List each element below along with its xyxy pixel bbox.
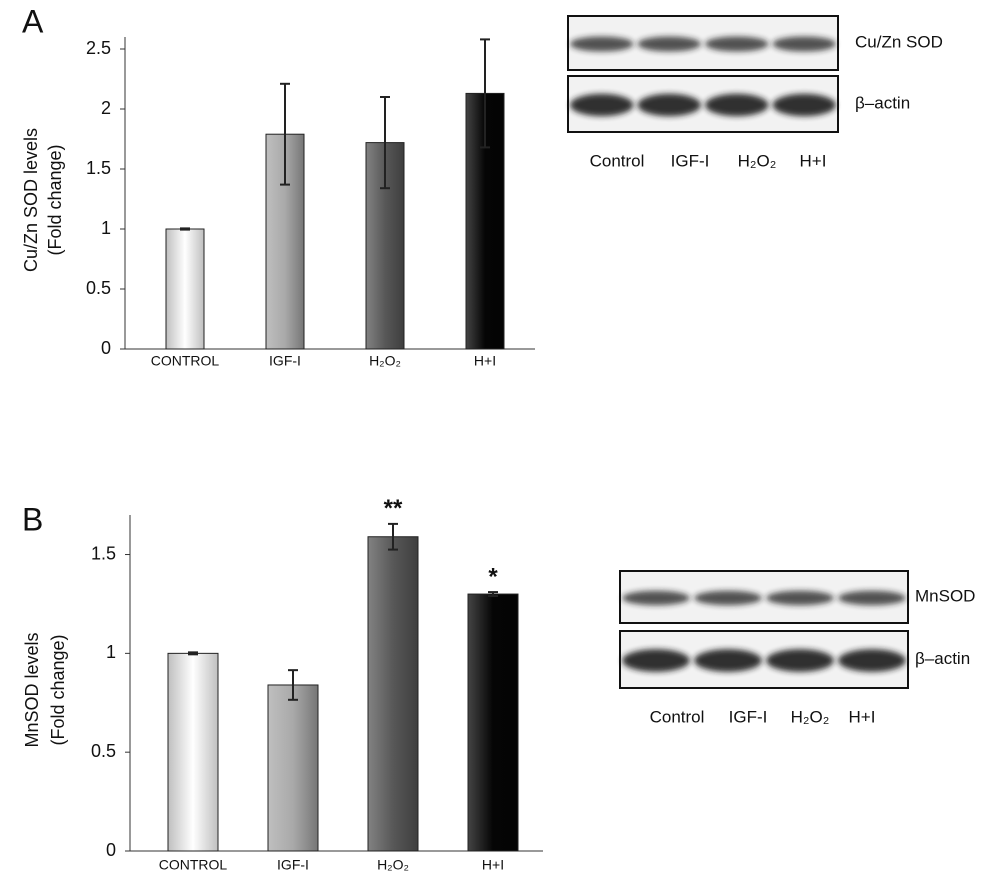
blot-label: β–actin xyxy=(855,93,910,112)
panel-label: B xyxy=(22,501,43,537)
error-bar xyxy=(388,522,398,551)
blot-lane-label: H₂O₂ xyxy=(738,151,777,170)
blot-band xyxy=(838,590,906,606)
x-tick-label: H+I xyxy=(474,353,496,369)
bar xyxy=(167,652,219,852)
blot-lane-label: Control xyxy=(590,151,645,170)
blot-lane-label: H+I xyxy=(800,151,827,170)
error-bar xyxy=(480,38,490,149)
blot-band xyxy=(570,93,634,117)
y-tick-label: 0 xyxy=(106,840,116,860)
y-tick-label: 2.5 xyxy=(86,38,111,58)
y-tick-label: 0.5 xyxy=(91,741,116,761)
blot-band xyxy=(637,93,701,117)
y-tick-label: 2 xyxy=(101,98,111,118)
y-tick-label: 1.5 xyxy=(91,543,116,563)
y-tick-label: 1 xyxy=(101,218,111,238)
x-tick-label: H₂O₂ xyxy=(369,353,401,369)
blot-band xyxy=(772,36,836,52)
y-axis-label: (Fold change) xyxy=(45,144,65,255)
blot-lane-label: Control xyxy=(650,707,705,726)
blot-band xyxy=(766,649,834,672)
error-bar xyxy=(180,227,190,231)
blot-band xyxy=(838,649,906,672)
y-axis-label: Cu/Zn SOD levels xyxy=(21,128,41,272)
bar xyxy=(367,536,419,852)
y-axis-label: (Fold change) xyxy=(48,634,68,745)
x-tick-label: IGF-I xyxy=(269,353,301,369)
blot-band xyxy=(637,36,701,52)
blot-band xyxy=(570,36,634,52)
blot-band xyxy=(705,36,769,52)
blot-band xyxy=(694,649,762,672)
y-tick-label: 1.5 xyxy=(86,158,111,178)
significance-label: * xyxy=(488,563,498,590)
blot-band xyxy=(622,590,690,606)
blot-lane-label: H₂O₂ xyxy=(791,707,830,726)
blot-band xyxy=(694,590,762,606)
blot-band xyxy=(622,649,690,672)
bar xyxy=(165,228,205,350)
blot-label: MnSOD xyxy=(915,586,975,605)
error-bar xyxy=(380,96,390,190)
blot-band xyxy=(772,93,836,117)
blot-label: Cu/Zn SOD xyxy=(855,32,943,51)
bar xyxy=(267,684,319,852)
y-tick-label: 1 xyxy=(106,642,116,662)
x-tick-label: H+I xyxy=(482,857,504,873)
error-bar xyxy=(280,82,290,186)
blot-band xyxy=(705,93,769,117)
error-bar xyxy=(188,651,198,656)
blot-label: β–actin xyxy=(915,649,970,668)
bar xyxy=(467,593,519,852)
significance-label: ** xyxy=(384,495,403,522)
x-tick-label: IGF-I xyxy=(277,857,309,873)
panel-label: A xyxy=(22,3,44,39)
error-bar xyxy=(288,669,298,701)
y-axis-label: MnSOD levels xyxy=(22,632,42,747)
blot-lane-label: H+I xyxy=(849,707,876,726)
y-tick-label: 0.5 xyxy=(86,278,111,298)
error-bar xyxy=(488,591,498,598)
blot-lane-label: IGF-I xyxy=(729,707,768,726)
x-tick-label: H₂O₂ xyxy=(377,857,409,873)
y-tick-label: 0 xyxy=(101,338,111,358)
x-tick-label: CONTROL xyxy=(151,353,220,369)
blot-band xyxy=(766,590,834,606)
blot-lane-label: IGF-I xyxy=(671,151,710,170)
x-tick-label: CONTROL xyxy=(159,857,228,873)
